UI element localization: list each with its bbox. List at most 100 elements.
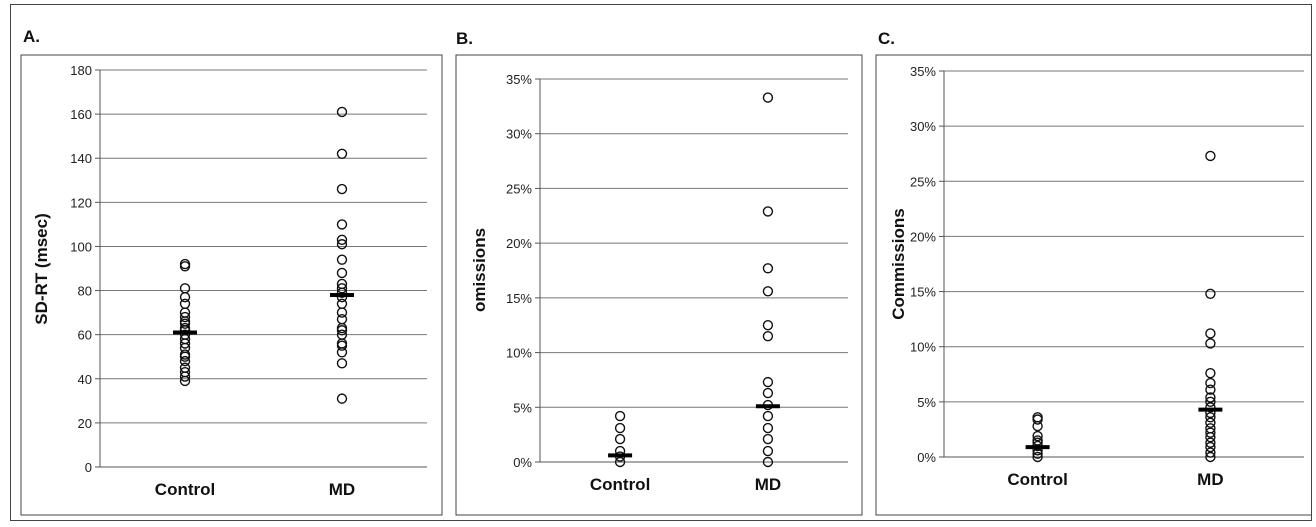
- data-point-md: [762, 330, 774, 342]
- y-tick-label: 25%: [506, 181, 532, 196]
- y-tick-label: 0: [85, 460, 92, 475]
- figure-frame: A. 0 20 40 60 80 100 120 140 160 180 SD-RT (msec) Co…: [10, 4, 1312, 521]
- y-tick-label: 160: [70, 107, 92, 122]
- panel-label: A.: [23, 27, 40, 46]
- data-point-md: [762, 445, 774, 457]
- data-point-md: [1205, 150, 1216, 162]
- data-point-control: [1032, 430, 1043, 442]
- data-point-control: [179, 318, 191, 329]
- panel-a: A. 0 20 40 60 80 100 120 140 160 180 SD-RT (msec) Co…: [20, 27, 443, 516]
- y-tick-label: 30%: [506, 127, 532, 142]
- data-point-control: [614, 422, 626, 434]
- data-point-md: [762, 456, 774, 468]
- data-point-control: [614, 456, 626, 468]
- y-tick-label: 20%: [506, 236, 532, 251]
- data-point-control: [179, 261, 191, 272]
- data-point-md: [336, 239, 348, 250]
- x-tick-label: MD: [329, 480, 355, 499]
- y-tick-label: 35%: [506, 72, 532, 87]
- y-tick-label: 30%: [910, 119, 936, 134]
- data-point-md: [336, 287, 348, 298]
- data-point-md: [762, 433, 774, 445]
- three-panel-dot-plot: A. 0 20 40 60 80 100 120 140 160 180 SD-RT (msec) Co…: [20, 27, 1311, 516]
- y-axis-title: Commissions: [889, 208, 908, 319]
- data-point-md: [1205, 384, 1216, 395]
- data-point-control: [1032, 451, 1043, 463]
- x-tick-label: Control: [1007, 470, 1067, 489]
- data-point-md: [1205, 431, 1216, 443]
- y-tick-label: 20%: [910, 229, 936, 244]
- data-point-md: [1205, 288, 1216, 299]
- y-tick-label: 15%: [506, 291, 532, 306]
- panel-border: [455, 54, 863, 516]
- data-point-md: [1205, 417, 1216, 429]
- data-point-control: [179, 375, 191, 387]
- panel-b: B. 0% 5% 10% 15% 20% 25% 30% 35% omissions Control…: [455, 29, 863, 516]
- y-tick-label: 5%: [917, 395, 936, 410]
- data-point-md: [762, 422, 774, 434]
- y-tick-label: 120: [70, 195, 92, 210]
- y-tick-label: 0%: [513, 455, 532, 470]
- data-point-control: [614, 433, 626, 445]
- data-point-md: [1205, 402, 1216, 413]
- data-point-md: [762, 387, 774, 399]
- data-point-md: [336, 106, 348, 118]
- data-point-md: [1205, 441, 1216, 453]
- data-point-md: [762, 320, 774, 331]
- y-tick-label: 180: [70, 63, 92, 78]
- data-point-control: [614, 410, 626, 422]
- y-tick-label: 40: [78, 372, 92, 387]
- data-point-control: [179, 338, 191, 349]
- data-point-control: [179, 355, 191, 367]
- y-axis-title: SD-RT (msec): [32, 213, 51, 324]
- data-point-md: [336, 183, 348, 195]
- data-point-md: [336, 219, 348, 230]
- data-point-md: [1205, 437, 1216, 448]
- data-point-control: [1032, 414, 1043, 425]
- data-point-md: [336, 254, 348, 265]
- data-point-md: [336, 358, 348, 369]
- data-point-md: [762, 92, 774, 103]
- y-tick-label: 5%: [513, 400, 532, 415]
- y-axis-title: omissions: [470, 228, 489, 312]
- data-point-control: [1032, 448, 1043, 459]
- x-tick-label: MD: [1197, 470, 1223, 489]
- y-tick-label: 20: [78, 416, 92, 431]
- y-tick-label: 80: [78, 284, 92, 299]
- panel-c: C. 0% 5% 10% 15% 20% 25% 30% 35% Commissions Contr…: [875, 29, 1311, 516]
- data-point-control: [179, 351, 191, 362]
- data-point-md: [762, 376, 774, 388]
- x-tick-label: Control: [590, 475, 650, 494]
- data-point-md: [1205, 396, 1216, 408]
- data-point-md: [336, 291, 348, 303]
- panel-border: [20, 54, 443, 516]
- data-point-control: [179, 291, 191, 303]
- data-point-md: [762, 263, 774, 274]
- data-point-md: [1205, 328, 1216, 339]
- panel-label: C.: [878, 29, 895, 48]
- data-point-md: [336, 148, 348, 160]
- data-point-control: [179, 311, 191, 323]
- data-point-control: [179, 371, 191, 382]
- data-point-md: [1205, 392, 1216, 403]
- data-point-md: [1205, 412, 1216, 423]
- y-tick-label: 15%: [910, 285, 936, 300]
- panel-label: B.: [456, 29, 473, 48]
- y-tick-label: 100: [70, 239, 92, 254]
- data-point-md: [1205, 451, 1216, 463]
- data-point-md: [1205, 377, 1216, 389]
- y-tick-label: 0%: [917, 450, 936, 465]
- y-tick-label: 10%: [506, 346, 532, 361]
- y-tick-label: 60: [78, 328, 92, 343]
- data-point-md: [336, 347, 348, 358]
- data-point-md: [336, 325, 348, 336]
- data-point-md: [336, 393, 348, 404]
- data-point-md: [1205, 447, 1216, 458]
- data-point-md: [1205, 338, 1216, 349]
- x-tick-label: MD: [755, 475, 781, 494]
- data-point-md: [336, 234, 348, 246]
- y-tick-label: 35%: [910, 64, 936, 79]
- y-tick-label: 25%: [910, 174, 936, 189]
- y-tick-label: 140: [70, 151, 92, 166]
- data-point-md: [762, 286, 774, 297]
